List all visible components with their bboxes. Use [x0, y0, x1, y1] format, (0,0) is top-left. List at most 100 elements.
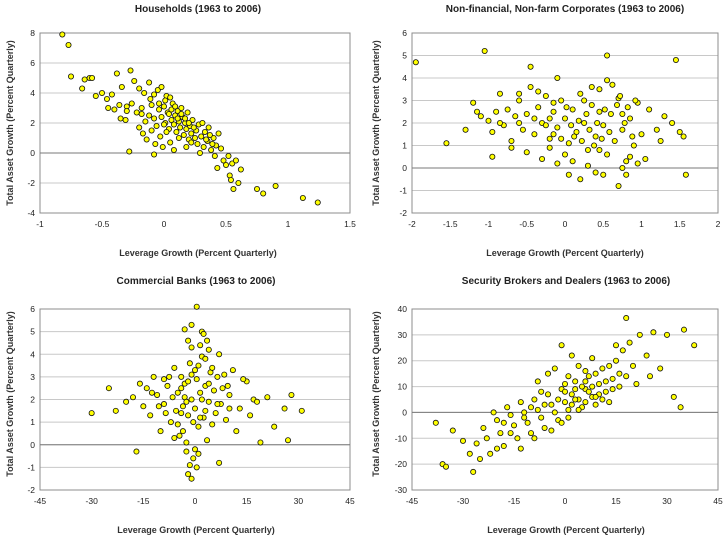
data-point — [571, 133, 578, 140]
panel-title: Security Brokers and Dealers (1963 to 20… — [462, 276, 670, 287]
data-point — [193, 303, 200, 310]
x-axis-label: Leverage Growth (Percent Quarterly) — [117, 525, 275, 535]
data-point — [197, 414, 204, 421]
data-point — [167, 94, 174, 101]
y-tick-label: 0 — [402, 163, 407, 173]
y-tick-label: 20 — [398, 356, 408, 366]
data-point — [677, 404, 684, 411]
data-point — [512, 113, 519, 120]
data-point — [288, 391, 295, 398]
x-axis-label: Leverage Growth (Percent Quarterly) — [486, 248, 644, 258]
data-point — [179, 403, 186, 410]
y-tick-label: -2 — [399, 208, 407, 218]
data-point — [92, 93, 99, 100]
data-point — [691, 342, 698, 349]
data-point — [541, 424, 548, 431]
data-point — [140, 403, 147, 410]
data-point — [480, 424, 487, 431]
data-point — [449, 427, 456, 434]
y-tick-label: 1 — [30, 417, 35, 427]
data-point — [497, 430, 504, 437]
data-point — [129, 394, 136, 401]
data-point — [676, 128, 683, 135]
data-point — [158, 84, 165, 91]
data-point — [548, 427, 555, 434]
data-point — [487, 450, 494, 457]
data-point — [156, 100, 163, 107]
data-point — [221, 371, 228, 378]
data-point — [226, 391, 233, 398]
data-point — [604, 151, 611, 158]
y-tick-label: 1 — [402, 141, 407, 151]
y-tick-label: -2 — [27, 485, 35, 495]
data-point — [538, 388, 545, 395]
data-point — [531, 131, 538, 138]
data-point — [636, 331, 643, 338]
data-point — [170, 121, 177, 128]
data-point — [485, 117, 492, 124]
data-point — [650, 329, 657, 336]
data-point — [565, 373, 572, 380]
data-point — [562, 399, 569, 406]
data-point — [562, 380, 569, 387]
data-point — [199, 120, 206, 127]
data-point — [148, 389, 155, 396]
data-point — [198, 396, 205, 403]
data-point — [190, 419, 197, 426]
data-point — [565, 140, 572, 147]
data-point — [105, 385, 112, 392]
data-point — [214, 373, 221, 380]
x-tick-label: 0 — [563, 219, 568, 229]
data-point — [483, 435, 490, 442]
x-tick-label: 0.5 — [220, 219, 232, 229]
data-point — [555, 396, 562, 403]
data-point — [583, 111, 590, 118]
data-point — [609, 375, 616, 382]
data-point — [162, 97, 169, 104]
data-point — [165, 111, 172, 118]
data-point — [531, 396, 538, 403]
data-point — [490, 409, 497, 416]
data-point — [517, 445, 524, 452]
data-point — [642, 155, 649, 162]
data-point — [523, 149, 530, 156]
data-point — [185, 337, 192, 344]
y-tick-label: -4 — [27, 208, 35, 218]
data-point — [489, 128, 496, 135]
y-tick-label: 0 — [402, 407, 407, 417]
y-tick-label: 4 — [30, 349, 35, 359]
data-point — [589, 355, 596, 362]
data-point — [569, 158, 576, 165]
data-point — [507, 412, 514, 419]
data-point — [630, 142, 637, 149]
data-point — [519, 126, 526, 133]
panel-title: Non-financial, Non-farm Corporates (1963… — [446, 4, 684, 15]
x-tick-label: 45 — [713, 496, 723, 506]
data-point — [178, 105, 185, 112]
y-tick-label: 5 — [30, 327, 35, 337]
data-point — [534, 406, 541, 413]
data-point — [182, 115, 189, 122]
data-point — [160, 121, 167, 128]
data-point — [229, 367, 236, 374]
data-point — [210, 387, 217, 394]
data-point — [237, 166, 244, 173]
data-point — [147, 412, 154, 419]
data-point — [220, 157, 227, 164]
data-point — [459, 437, 466, 444]
data-point — [623, 315, 630, 322]
data-point — [554, 124, 561, 131]
data-point — [528, 404, 535, 411]
data-point — [527, 63, 534, 70]
data-point — [181, 326, 188, 333]
data-point — [81, 76, 88, 83]
data-point — [521, 414, 528, 421]
data-point — [604, 77, 611, 84]
data-point — [563, 104, 570, 111]
data-point — [575, 406, 582, 413]
data-point — [432, 419, 439, 426]
data-point — [481, 48, 488, 55]
data-point — [188, 321, 195, 328]
y-tick-label: 4 — [402, 73, 407, 83]
y-tick-label: -1 — [27, 462, 35, 472]
